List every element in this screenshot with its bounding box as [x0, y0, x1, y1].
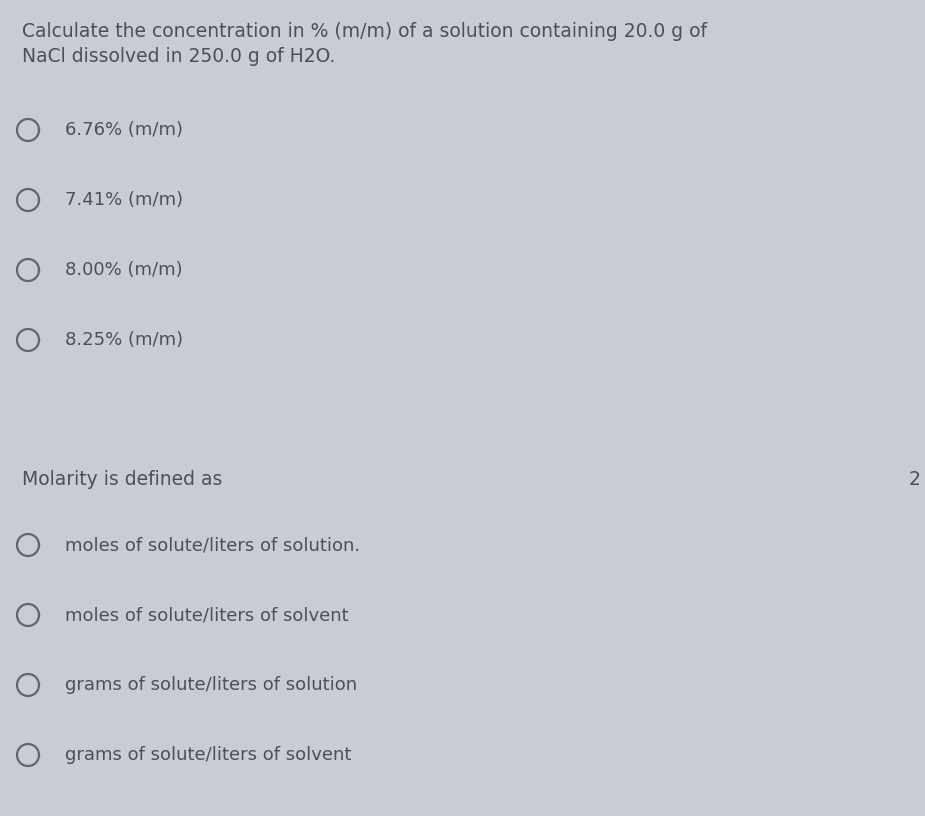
- Text: 6.76% (m/m): 6.76% (m/m): [65, 121, 183, 139]
- Text: moles of solute/liters of solvent: moles of solute/liters of solvent: [65, 606, 349, 624]
- Text: 7.41% (m/m): 7.41% (m/m): [65, 191, 183, 209]
- Text: 8.25% (m/m): 8.25% (m/m): [65, 331, 183, 349]
- Text: Calculate the concentration in % (m/m) of a solution containing 20.0 g of: Calculate the concentration in % (m/m) o…: [22, 22, 707, 41]
- Text: 2: 2: [908, 470, 920, 489]
- Text: Molarity is defined as: Molarity is defined as: [22, 470, 222, 489]
- Text: grams of solute/liters of solution: grams of solute/liters of solution: [65, 676, 357, 694]
- Text: grams of solute/liters of solvent: grams of solute/liters of solvent: [65, 746, 352, 764]
- Text: moles of solute/liters of solution.: moles of solute/liters of solution.: [65, 536, 360, 554]
- Text: NaCl dissolved in 250.0 g of H2O.: NaCl dissolved in 250.0 g of H2O.: [22, 47, 336, 66]
- Text: 8.00% (m/m): 8.00% (m/m): [65, 261, 182, 279]
